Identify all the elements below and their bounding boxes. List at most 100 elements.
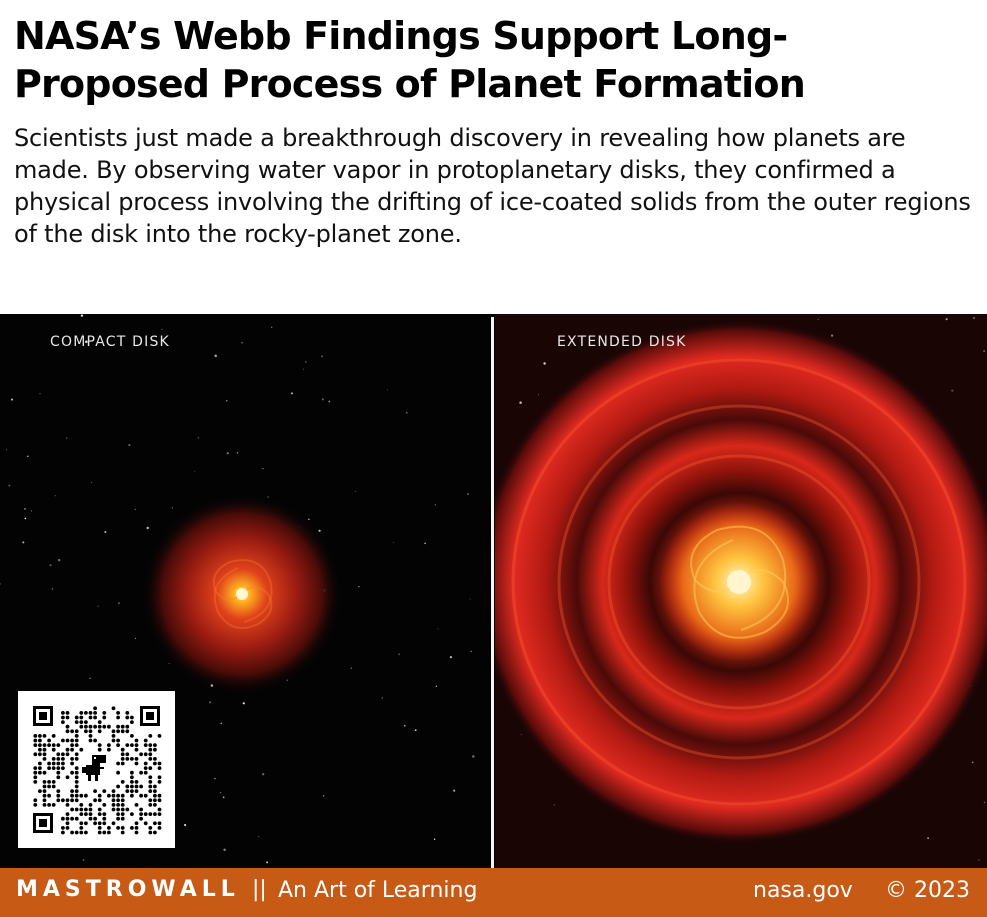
star bbox=[97, 605, 99, 607]
qr-module bbox=[51, 784, 56, 789]
qr-module bbox=[148, 812, 153, 816]
star bbox=[49, 564, 52, 567]
star bbox=[303, 368, 305, 370]
qr-module bbox=[84, 720, 88, 724]
qr-module bbox=[120, 816, 125, 821]
qr-module bbox=[116, 816, 120, 821]
star bbox=[386, 389, 388, 391]
star bbox=[519, 401, 522, 404]
qr-module bbox=[148, 830, 153, 835]
qr-module bbox=[84, 812, 88, 816]
star bbox=[65, 437, 68, 439]
qr-module bbox=[120, 780, 125, 784]
star bbox=[90, 481, 92, 483]
qr-module bbox=[88, 715, 93, 720]
qr-module bbox=[33, 798, 38, 803]
qr-module bbox=[93, 798, 97, 803]
qr-module bbox=[84, 793, 88, 798]
star bbox=[945, 318, 948, 321]
qr-module bbox=[153, 784, 157, 789]
qr-module bbox=[120, 830, 125, 835]
qr-module bbox=[102, 711, 107, 715]
qr-module bbox=[134, 826, 139, 830]
qr-module bbox=[61, 757, 65, 761]
qr-module bbox=[125, 807, 130, 812]
qr-module bbox=[61, 798, 65, 803]
qr-module bbox=[97, 807, 102, 812]
qr-module bbox=[134, 784, 139, 789]
qr-module bbox=[79, 807, 84, 812]
qr-module bbox=[42, 784, 47, 789]
qr-module bbox=[125, 715, 130, 720]
qr-module bbox=[88, 803, 93, 807]
star bbox=[830, 334, 834, 337]
source-link[interactable]: nasa.gov bbox=[753, 878, 853, 903]
qr-module bbox=[74, 720, 79, 724]
qr-module bbox=[93, 724, 97, 729]
qr-module bbox=[134, 821, 139, 826]
qr-module bbox=[157, 807, 162, 812]
qr-module bbox=[148, 784, 153, 789]
qr-module bbox=[74, 770, 79, 775]
qr-module bbox=[120, 724, 125, 729]
qr-module bbox=[120, 729, 125, 734]
qr-module bbox=[47, 738, 51, 743]
qr-module bbox=[70, 729, 74, 734]
qr-module bbox=[143, 761, 148, 766]
star bbox=[134, 508, 136, 511]
qr-module bbox=[65, 715, 70, 720]
qr-module bbox=[65, 729, 70, 734]
star bbox=[434, 504, 436, 506]
qr-module bbox=[74, 807, 79, 812]
qr-module bbox=[153, 812, 157, 816]
qr-module bbox=[148, 743, 153, 747]
compact-disk-image bbox=[142, 494, 342, 694]
qr-module bbox=[157, 826, 162, 830]
qr-module bbox=[116, 738, 120, 743]
star bbox=[321, 398, 324, 401]
qr-module bbox=[70, 757, 74, 761]
star bbox=[225, 399, 228, 402]
star bbox=[262, 773, 265, 776]
qr-module bbox=[120, 803, 125, 807]
qr-module bbox=[143, 812, 148, 816]
qr-module bbox=[61, 816, 65, 821]
qr-module bbox=[125, 724, 130, 729]
qr-module bbox=[116, 761, 120, 766]
qr-module bbox=[111, 793, 116, 798]
qr-module bbox=[102, 830, 107, 835]
qr-module bbox=[70, 738, 74, 743]
star bbox=[381, 697, 383, 699]
star bbox=[168, 662, 170, 664]
star bbox=[146, 526, 149, 530]
copyright: © 2023 bbox=[885, 878, 970, 903]
qr-module bbox=[125, 743, 130, 747]
qr-module bbox=[148, 803, 153, 807]
qr-module bbox=[33, 803, 38, 807]
qr-module bbox=[74, 734, 79, 738]
qr-module bbox=[47, 743, 51, 747]
qr-module bbox=[38, 789, 42, 793]
qr-module bbox=[97, 720, 102, 724]
star bbox=[972, 316, 976, 320]
qr-module bbox=[116, 715, 120, 720]
qr-module bbox=[125, 752, 130, 757]
qr-module bbox=[139, 784, 143, 789]
qr-module bbox=[33, 766, 38, 770]
star bbox=[236, 452, 239, 454]
qr-module bbox=[107, 793, 111, 798]
star bbox=[266, 861, 269, 864]
qr-module bbox=[153, 757, 157, 761]
qr-module bbox=[120, 757, 125, 761]
qr-code[interactable] bbox=[18, 691, 175, 848]
qr-module bbox=[102, 812, 107, 816]
qr-module bbox=[97, 798, 102, 803]
qr-module bbox=[157, 734, 162, 738]
qr-module bbox=[74, 793, 79, 798]
star bbox=[433, 838, 436, 840]
qr-module bbox=[97, 826, 102, 830]
qr-module bbox=[102, 789, 107, 793]
qr-module bbox=[56, 775, 61, 780]
qr-module bbox=[93, 711, 97, 715]
qr-module bbox=[51, 734, 56, 738]
